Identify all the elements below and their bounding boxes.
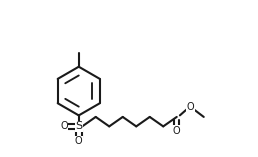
Text: O: O bbox=[60, 121, 68, 131]
Text: O: O bbox=[173, 126, 181, 136]
Text: O: O bbox=[187, 103, 194, 112]
Text: O: O bbox=[75, 136, 83, 146]
Text: S: S bbox=[75, 121, 82, 131]
